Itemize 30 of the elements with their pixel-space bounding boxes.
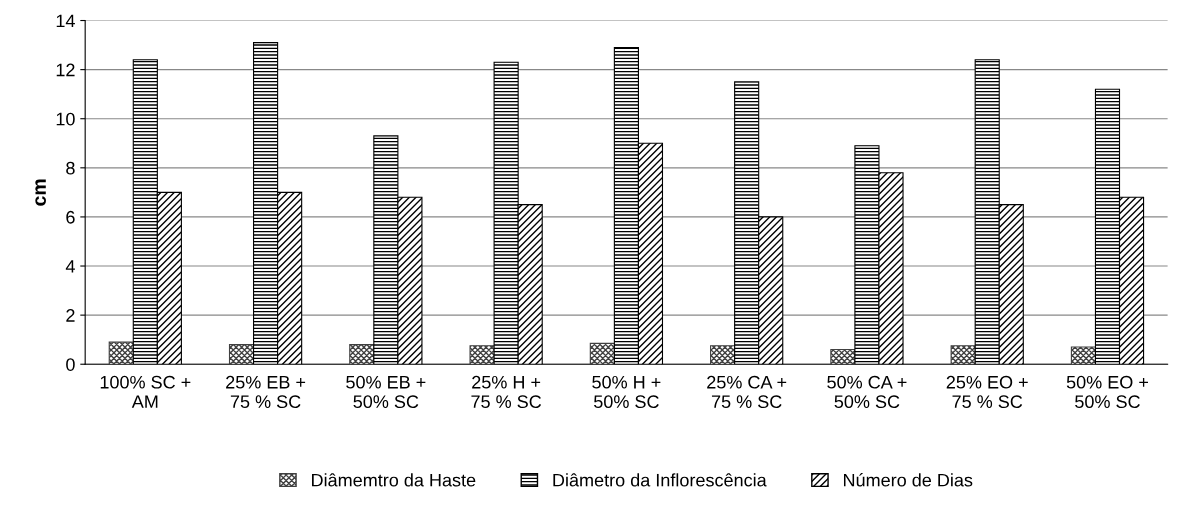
y-tick-label: 6	[66, 210, 75, 224]
y-tick-label: 12	[56, 63, 75, 77]
x-tick-label: 50% EO + 50% SC	[1066, 375, 1148, 409]
x-tick-label: 25% CA + 75 % SC	[707, 375, 787, 409]
bar	[228, 344, 255, 365]
bar	[830, 348, 856, 365]
bar	[710, 345, 736, 365]
legend-label: Diâmemtro da Haste	[312, 473, 476, 487]
x-tick-label: 100% SC + AM	[100, 375, 191, 408]
legend-label: Diâmetro da Inflorescência	[553, 473, 767, 487]
x-tick-label: 50% EB + 50% SC	[346, 375, 426, 409]
bar	[108, 341, 134, 365]
y-axis-title: cm	[35, 179, 46, 206]
bar	[1070, 346, 1097, 365]
bar	[469, 345, 495, 365]
x-tick-label: 25% EB + 75 % SC	[226, 375, 306, 409]
y-tick-label: 14	[56, 14, 75, 28]
x-tick-label: 50% CA + 50% SC	[827, 375, 907, 409]
y-tick-label: 4	[65, 260, 75, 273]
x-tick-label: 25% H + 75 % SC	[471, 375, 542, 409]
bar	[349, 344, 375, 365]
x-tick-label: 25% EO + 75 % SC	[946, 375, 1028, 409]
y-tick-label: 0	[66, 358, 75, 371]
x-tick-label: 50% H + 50% SC	[592, 375, 661, 409]
y-tick-label: 10	[56, 112, 75, 126]
legend-label: Número de Dias	[843, 473, 973, 487]
bar	[950, 345, 976, 365]
bar	[589, 342, 615, 365]
y-tick-label: 2	[66, 309, 75, 322]
y-tick-label: 8	[66, 161, 75, 175]
